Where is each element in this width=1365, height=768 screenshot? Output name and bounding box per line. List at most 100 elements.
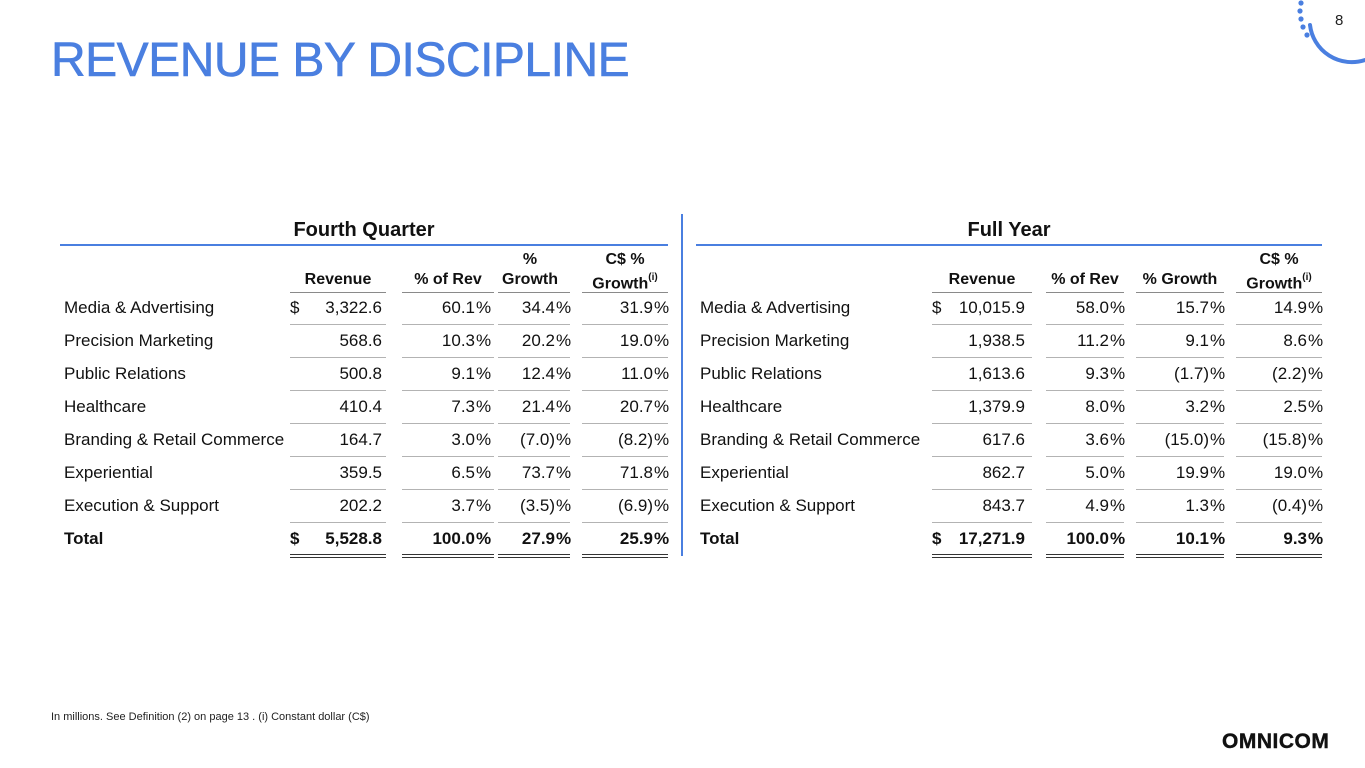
q-row-rule <box>498 522 570 523</box>
fy-total-double-rule <box>932 554 1032 558</box>
q-row-revenue: 3,322.6 <box>325 298 382 317</box>
corner-arc-decoration <box>1290 0 1365 70</box>
q-row-rule <box>290 522 386 523</box>
q-row-rule <box>290 390 386 391</box>
fy-row-growth: 1.3 <box>1185 496 1209 515</box>
fy-row-pct-rev: 4.9 <box>1085 496 1109 515</box>
fy-row-growth: 9.1 <box>1185 331 1209 350</box>
q-row-revenue: 410.4 <box>339 397 382 416</box>
q-total-pct-symbol: % <box>556 529 572 548</box>
fy-row-pct-symbol: % <box>1110 397 1126 416</box>
q-total-growth: 27.9 <box>521 529 555 548</box>
fy-row-revenue: 1,938.5 <box>968 331 1025 350</box>
q-total-double-rule <box>290 554 386 558</box>
q-row-rule <box>290 423 386 424</box>
q-total-pct-rev: 100.0 <box>432 529 475 548</box>
fy-row-pct-symbol: % <box>1210 298 1226 317</box>
q-row-cs-growth: 19.0 <box>619 331 653 350</box>
fy-row-revenue: 843.7 <box>982 496 1025 515</box>
fy-row-rule <box>1236 390 1322 391</box>
q-row-label: Public Relations <box>64 364 186 383</box>
q-row-label: Execution & Support <box>64 496 219 515</box>
fy-row-pct-rev: 5.0 <box>1085 463 1109 482</box>
q-total-double-rule <box>582 554 668 558</box>
fourth-quarter-rule <box>60 244 668 246</box>
q-row-pct-rev: 7.3 <box>451 397 475 416</box>
q-row-rule <box>498 390 570 391</box>
q-row-rule <box>290 456 386 457</box>
q-row-growth: (7.0) <box>520 430 555 449</box>
fy-row-pct-symbol: % <box>1308 331 1324 350</box>
fy-header-rule <box>1046 292 1124 293</box>
q-total-double-rule <box>402 554 494 558</box>
fy-total-pct-symbol: % <box>1210 529 1226 548</box>
fy-row-rule <box>1236 324 1322 325</box>
q-header-pct-rev: % of Rev <box>414 271 482 288</box>
fy-row-pct-symbol: % <box>1210 331 1226 350</box>
q-row-pct-rev: 10.3 <box>441 331 475 350</box>
q-header-rule <box>582 292 668 293</box>
fy-row-cs-growth: 8.6 <box>1283 331 1307 350</box>
fy-row-rule <box>1136 489 1224 490</box>
q-row-cs-growth: 31.9 <box>619 298 653 317</box>
fy-row-pct-symbol: % <box>1308 364 1324 383</box>
fy-row-growth: (15.0) <box>1164 430 1209 449</box>
fy-row-rule <box>1046 489 1124 490</box>
q-row-rule <box>582 522 668 523</box>
q-row-rule <box>402 390 494 391</box>
fy-row-rule <box>932 324 1032 325</box>
q-row-label: Experiential <box>64 463 153 482</box>
q-row-growth: (3.5) <box>520 496 555 515</box>
fy-row-rule <box>1046 522 1124 523</box>
fy-row-pct-symbol: % <box>1210 463 1226 482</box>
fy-row-label: Precision Marketing <box>700 331 850 350</box>
q-row-rule <box>498 456 570 457</box>
q-row-rule <box>498 357 570 358</box>
footnote: In millions. See Definition (2) on page … <box>51 711 370 723</box>
q-row-rule <box>402 522 494 523</box>
fy-row-revenue: 1,613.6 <box>968 364 1025 383</box>
fy-row-rule <box>1236 357 1322 358</box>
q-row-rule <box>402 357 494 358</box>
q-total-double-rule <box>498 554 570 558</box>
q-row-cs-growth: (6.9) <box>618 496 653 515</box>
fy-row-pct-symbol: % <box>1110 298 1126 317</box>
fy-row-label: Branding & Retail Commerce <box>700 430 921 449</box>
fy-row-growth: 19.9 <box>1175 463 1209 482</box>
fy-total-pct-rev: 100.0 <box>1066 529 1109 548</box>
q-row-growth: 12.4 <box>521 364 555 383</box>
q-row-label: Precision Marketing <box>64 331 214 350</box>
q-row-pct-rev: 60.1 <box>441 298 475 317</box>
fy-row-pct-symbol: % <box>1308 496 1324 515</box>
fy-header-cs-line1: C$ % <box>1259 251 1299 268</box>
fy-row-cs-growth: (15.8) <box>1262 430 1307 449</box>
fy-row-label: Execution & Support <box>700 496 855 515</box>
q-row-rule <box>498 489 570 490</box>
fy-row-rule <box>932 390 1032 391</box>
fy-row-cs-growth: 2.5 <box>1283 397 1307 416</box>
fy-row-rule <box>932 489 1032 490</box>
fy-row-rule <box>1136 423 1224 424</box>
q-row-pct-symbol: % <box>654 463 670 482</box>
fy-total-double-rule <box>1236 554 1322 558</box>
fy-row-rule <box>932 357 1032 358</box>
q-total-label: Total <box>64 529 104 548</box>
q-row-pct-rev: 3.7 <box>451 496 475 515</box>
q-row-cs-growth: 20.7 <box>619 397 653 416</box>
fy-total-cs-growth: 9.3 <box>1283 529 1307 548</box>
q-row-rule <box>402 489 494 490</box>
q-row-rule <box>582 423 668 424</box>
fy-row-growth: 3.2 <box>1185 397 1209 416</box>
fy-row-rule <box>1136 357 1224 358</box>
q-row-rule <box>582 390 668 391</box>
q-row-rule <box>498 423 570 424</box>
fy-row-pct-rev: 8.0 <box>1085 397 1109 416</box>
fy-header-rule <box>932 292 1032 293</box>
q-row-pct-rev: 9.1 <box>451 364 475 383</box>
fy-header-cs-line2: Growth(i) <box>1246 272 1312 293</box>
q-row-rule <box>582 324 668 325</box>
fy-row-cs-growth: (2.2) <box>1272 364 1307 383</box>
q-row-rule <box>290 357 386 358</box>
fy-row-pct-rev: 9.3 <box>1085 364 1109 383</box>
fy-header-rule <box>1236 292 1322 293</box>
